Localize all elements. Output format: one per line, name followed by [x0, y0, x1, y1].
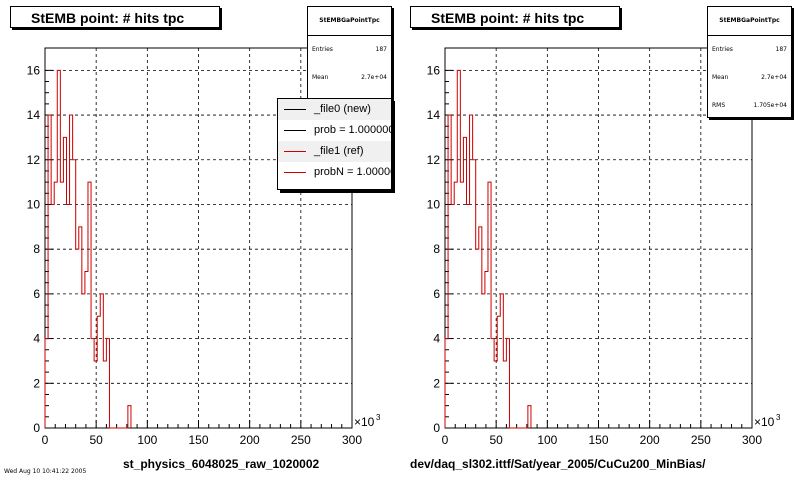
left-stats-name: StEMBGaPointTpc — [308, 7, 391, 36]
right-stats-rms: RMS 1.705e+04 — [712, 102, 787, 109]
left-x-tick-label: 50 — [89, 433, 103, 447]
legend-entry-probN: probN = 1.000000 — [278, 162, 391, 183]
left-y-tick-label: 2 — [33, 376, 40, 390]
right-x-tick-label: 50 — [489, 433, 503, 447]
left-y-tick-label: 12 — [27, 153, 41, 167]
left-y-tick-label: 16 — [27, 63, 41, 77]
left-x-axis-title: st_physics_6048025_raw_1020002 — [123, 457, 320, 471]
left-legend: _file0 (new) prob = 1.000000 _file1 (ref… — [277, 98, 392, 190]
left-y-tick-label: 10 — [27, 197, 41, 211]
left-x-tick-label: 150 — [188, 433, 208, 447]
right-y-tick-label: 0 — [433, 421, 440, 435]
right-y-tick-label: 4 — [433, 332, 440, 346]
left-x-multiplier: ×10 — [354, 415, 375, 429]
left-y-tick-label: 14 — [27, 108, 41, 122]
left-panel-title: StEMB point: # hits tpc — [10, 6, 220, 28]
left-stats-mean: Mean 2.7e+04 — [312, 74, 387, 81]
right-x-tick-label: 100 — [537, 433, 557, 447]
right-y-tick-label: 14 — [427, 108, 441, 122]
left-stats-entries: Entries 187 — [312, 46, 387, 53]
legend-entry-file1: _file1 (ref) — [278, 141, 391, 162]
footer-timestamp: Wed Aug 10 10:41:22 2005 — [4, 468, 87, 475]
right-x-tick-label: 300 — [742, 433, 762, 447]
right-stats-mean: Mean 2.7e+04 — [712, 74, 787, 81]
left-x-tick-label: 100 — [137, 433, 157, 447]
left-x-tick-label: 250 — [291, 433, 311, 447]
right-y-tick-label: 2 — [433, 376, 440, 390]
left-y-tick-label: 4 — [33, 332, 40, 346]
left-x-tick-label: 300 — [342, 433, 362, 447]
left-y-tick-label: 8 — [33, 242, 40, 256]
right-stats-box: StEMBGaPointTpc Entries 187 Mean 2.7e+04 R… — [707, 6, 792, 118]
left-y-tick-label: 6 — [33, 287, 40, 301]
right-histogram-series-0 — [444, 69, 532, 429]
right-stats-entries: Entries 187 — [712, 46, 787, 53]
left-y-tick-label: 0 — [33, 421, 40, 435]
right-x-multiplier-exp: 3 — [776, 413, 781, 422]
right-y-tick-label: 6 — [433, 287, 440, 301]
right-x-axis-title: dev/daq_sl302.ittf/Sat/year_2005/CuCu200… — [410, 457, 706, 471]
legend-entry-file0: _file0 (new) — [278, 99, 391, 120]
right-stats-name: StEMBGaPointTpc — [708, 7, 791, 36]
right-x-tick-label: 250 — [691, 433, 711, 447]
right-y-tick-label: 12 — [427, 153, 441, 167]
right-x-tick-label: 150 — [588, 433, 608, 447]
right-y-tick-label: 8 — [433, 242, 440, 256]
left-x-tick-label: 200 — [240, 433, 260, 447]
right-x-multiplier: ×10 — [754, 415, 775, 429]
legend-entry-prob: prob = 1.000000 — [278, 120, 391, 141]
left-x-multiplier-exp: 3 — [376, 413, 381, 422]
right-x-tick-label: 0 — [442, 433, 449, 447]
left-histogram-series-0 — [44, 69, 132, 429]
left-x-tick-label: 0 — [42, 433, 49, 447]
right-y-tick-label: 16 — [427, 63, 441, 77]
right-x-tick-label: 200 — [640, 433, 660, 447]
right-panel-title: StEMB point: # hits tpc — [410, 6, 620, 28]
right-y-tick-label: 10 — [427, 197, 441, 211]
